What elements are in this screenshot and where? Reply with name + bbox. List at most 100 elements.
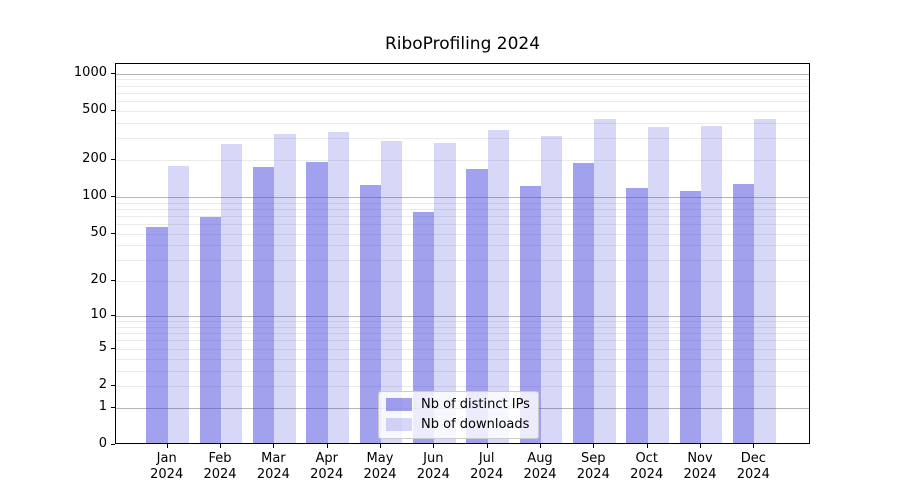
x-tick-mark xyxy=(646,444,648,448)
gridline-minor xyxy=(116,333,809,335)
bar-distinct-ips-nov xyxy=(679,190,701,443)
x-tick-label-feb: Feb 2024 xyxy=(203,451,237,482)
bar-downloads-dec xyxy=(754,118,776,443)
y-tick-label: 2 xyxy=(98,376,107,392)
legend-item-distinct-ips: Nb of distinct IPs xyxy=(386,396,530,413)
y-tick-mark xyxy=(111,347,115,349)
bar-distinct-ips-sep xyxy=(572,163,595,443)
x-tick-label-nov: Nov 2024 xyxy=(683,451,717,482)
gridline-minor xyxy=(116,138,809,140)
y-tick-mark xyxy=(111,280,115,282)
bar-downloads-mar xyxy=(274,134,296,443)
gridline-major xyxy=(116,73,809,75)
bar-downloads-nov xyxy=(701,125,723,443)
gridline-minor xyxy=(116,340,809,342)
gridline-minor xyxy=(116,215,809,217)
bar-distinct-ips-jan xyxy=(146,226,168,443)
gridline-minor xyxy=(116,159,809,161)
gridline-minor xyxy=(116,260,809,262)
gridline-minor xyxy=(116,110,809,112)
y-tick-mark xyxy=(111,195,115,197)
gridline-minor xyxy=(116,92,809,94)
bar-downloads-oct xyxy=(647,127,670,443)
x-tick-label-dec: Dec 2024 xyxy=(736,451,770,482)
x-tick-mark xyxy=(486,444,488,448)
x-tick-mark xyxy=(753,444,755,448)
legend-swatch-distinct-ips xyxy=(386,398,412,411)
y-tick-label: 100 xyxy=(82,187,107,203)
bar-downloads-may xyxy=(381,140,403,443)
y-tick-mark xyxy=(111,158,115,160)
y-tick-mark xyxy=(111,406,115,408)
bar-distinct-ips-may xyxy=(359,184,381,443)
legend-label-distinct-ips: Nb of distinct IPs xyxy=(421,397,530,412)
x-tick-mark xyxy=(593,444,595,448)
bar-downloads-apr xyxy=(327,132,350,443)
bar-downloads-jan xyxy=(167,165,190,443)
gridline-minor xyxy=(116,208,809,210)
bar-downloads-sep xyxy=(594,118,616,443)
gridline-minor xyxy=(116,245,809,247)
x-tick-mark xyxy=(433,444,435,448)
x-tick-label-sep: Sep 2024 xyxy=(576,451,610,482)
gridline-minor xyxy=(116,326,809,328)
y-tick-mark xyxy=(111,72,115,74)
y-tick-mark xyxy=(111,232,115,234)
bar-downloads-jun xyxy=(434,143,456,443)
x-tick-label-apr: Apr 2024 xyxy=(310,451,344,482)
bar-distinct-ips-feb xyxy=(199,216,221,443)
x-tick-label-jun: Jun 2024 xyxy=(416,451,450,482)
y-tick-mark xyxy=(111,109,115,111)
gridline-minor xyxy=(116,101,809,102)
x-tick-label-mar: Mar 2024 xyxy=(256,451,290,482)
gridline-minor xyxy=(116,370,809,372)
gridline-minor xyxy=(116,385,809,387)
gridline-minor xyxy=(116,321,809,323)
gridline-minor xyxy=(116,202,809,204)
bar-distinct-ips-oct xyxy=(626,187,648,443)
chart-title: RiboProfiling 2024 xyxy=(384,34,541,54)
bar-distinct-ips-dec xyxy=(732,184,755,443)
gridline-minor xyxy=(116,85,809,87)
bar-distinct-ips-mar xyxy=(253,166,275,443)
y-tick-label: 5 xyxy=(98,339,107,355)
bar-downloads-jul xyxy=(487,130,510,443)
y-tick-mark xyxy=(111,444,115,445)
plot-area xyxy=(115,63,810,444)
x-tick-mark xyxy=(166,444,168,448)
x-tick-mark xyxy=(326,444,328,448)
x-tick-mark xyxy=(220,444,221,448)
y-tick-label: 1 xyxy=(98,398,107,414)
y-tick-mark xyxy=(111,384,115,386)
bar-distinct-ips-jun xyxy=(412,211,435,443)
y-tick-label: 200 xyxy=(82,150,107,166)
gridline-minor xyxy=(116,348,809,350)
legend-swatch-downloads xyxy=(386,418,412,431)
x-tick-mark xyxy=(540,444,541,448)
bar-distinct-ips-aug xyxy=(519,185,541,443)
gridline-major xyxy=(116,196,809,198)
gridline-minor xyxy=(116,122,809,124)
x-tick-label-jan: Jan 2024 xyxy=(150,451,184,482)
x-tick-label-may: May 2024 xyxy=(363,451,397,482)
bar-distinct-ips-jul xyxy=(466,169,488,443)
gridline-minor xyxy=(116,233,809,235)
gridline-minor xyxy=(116,358,809,360)
x-tick-mark xyxy=(700,444,701,448)
gridline-minor xyxy=(116,79,809,81)
gridline-major xyxy=(116,316,809,318)
x-tick-label-oct: Oct 2024 xyxy=(630,451,664,482)
y-tick-mark xyxy=(111,315,115,317)
y-tick-label: 20 xyxy=(90,272,107,288)
bar-downloads-feb xyxy=(221,144,243,443)
y-tick-label: 10 xyxy=(90,307,107,323)
y-tick-label: 50 xyxy=(90,224,107,240)
bar-distinct-ips-apr xyxy=(306,162,328,443)
y-tick-label: 0 xyxy=(98,436,107,451)
legend-label-downloads: Nb of downloads xyxy=(421,417,530,432)
y-tick-label: 1000 xyxy=(73,64,107,80)
gridline-minor xyxy=(116,281,809,283)
x-tick-mark xyxy=(273,444,275,448)
y-tick-label: 500 xyxy=(82,101,107,117)
